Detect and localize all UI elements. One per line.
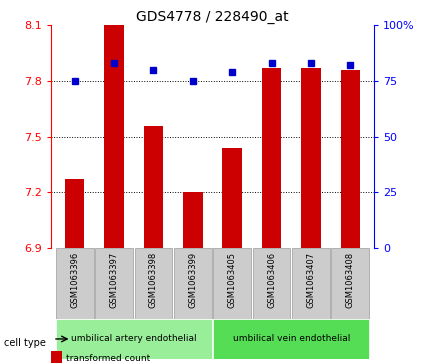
FancyBboxPatch shape [253,248,291,319]
Bar [65,179,85,248]
Text: GSM1063408: GSM1063408 [346,252,355,308]
Text: GSM1063396: GSM1063396 [70,252,79,308]
Bar [340,70,360,248]
FancyBboxPatch shape [95,248,133,319]
Bar [262,68,281,248]
Text: cell type: cell type [4,338,46,348]
Text: GSM1063407: GSM1063407 [306,252,315,308]
Text: umbilical vein endothelial: umbilical vein endothelial [232,334,350,343]
FancyBboxPatch shape [292,248,330,319]
Text: GSM1063406: GSM1063406 [267,252,276,308]
Title: GDS4778 / 228490_at: GDS4778 / 228490_at [136,11,289,24]
Bar [301,68,321,248]
FancyBboxPatch shape [213,248,251,319]
FancyBboxPatch shape [56,319,212,359]
FancyBboxPatch shape [213,319,369,359]
FancyBboxPatch shape [56,248,94,319]
Bar [222,148,242,248]
FancyBboxPatch shape [174,248,212,319]
FancyBboxPatch shape [332,248,369,319]
Text: GSM1063399: GSM1063399 [188,252,197,308]
FancyBboxPatch shape [134,248,172,319]
Bar [183,192,203,248]
Text: GSM1063405: GSM1063405 [228,252,237,307]
Text: umbilical artery endothelial: umbilical artery endothelial [71,334,196,343]
Bar [104,25,124,248]
Text: transformed count: transformed count [66,354,150,363]
Bar [144,126,163,248]
Text: GSM1063398: GSM1063398 [149,252,158,308]
Text: GSM1063397: GSM1063397 [110,252,119,308]
